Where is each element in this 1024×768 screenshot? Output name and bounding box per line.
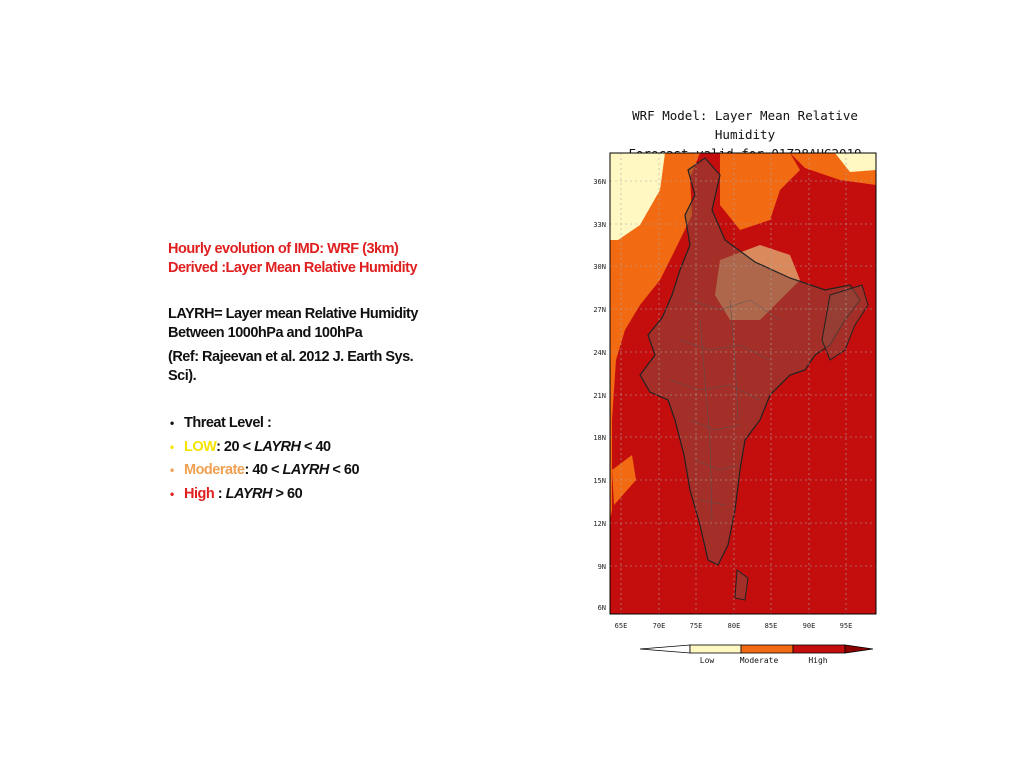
lat-label-27n: 27N <box>593 306 606 314</box>
moderate-range-b: < 60 <box>328 462 360 478</box>
lat-label-36n: 36N <box>593 178 606 186</box>
lat-label-30n: 30N <box>593 263 606 271</box>
threat-moderate-item: • Moderate: 40 < LAYRH < 60 <box>170 462 360 478</box>
lon-label-70e: 70E <box>653 622 666 630</box>
legend-high-swatch <box>792 644 846 654</box>
threat-title-item: • Threat Level : <box>170 415 272 431</box>
map-frame <box>609 152 877 615</box>
reference: (Ref: Rajeevan et al. 2012 J. Earth Sys.… <box>168 348 498 386</box>
lat-axis: 36N 33N 30N 27N 24N 21N 18N 15N 12N 9N 6… <box>593 178 606 612</box>
lat-label-15n: 15N <box>593 477 606 485</box>
legend-high-label: High <box>808 656 827 665</box>
lon-label-75e: 75E <box>690 622 703 630</box>
lat-label-9n: 9N <box>598 563 606 571</box>
threat-low-item: • LOW: 20 < LAYRH < 40 <box>170 438 331 455</box>
threat-high-item: • High : LAYRH > 60 <box>170 485 303 502</box>
description-panel: Hourly evolution of IMD: WRF (3km) Deriv… <box>168 240 498 506</box>
legend-max-arrow <box>844 644 874 654</box>
lon-label-85e: 85E <box>765 622 778 630</box>
moderate-label: Moderate <box>184 462 245 478</box>
moderate-zone-west <box>610 153 700 520</box>
heading-line-2: Derived :Layer Mean Relative Humidity <box>168 260 418 276</box>
low-range-b: < 40 <box>300 438 331 455</box>
lat-label-18n: 18N <box>593 434 606 442</box>
lat-label-21n: 21N <box>593 392 606 400</box>
low-zone-northwest <box>610 153 665 240</box>
legend-low-swatch <box>689 644 742 654</box>
lon-label-65e: 65E <box>615 622 628 630</box>
lon-axis: 65E 70E 75E 80E 85E 90E 95E <box>615 622 853 630</box>
map-title-line-1: WRF Model: Layer Mean Relative Humidity <box>632 108 858 142</box>
high-label: High <box>184 485 215 502</box>
definition: LAYRH= Layer mean Relative Humidity Betw… <box>168 305 498 343</box>
legend-min-arrow <box>639 644 691 654</box>
heading: Hourly evolution of IMD: WRF (3km) Deriv… <box>168 240 498 278</box>
lon-label-95e: 95E <box>840 622 853 630</box>
india-landmass <box>639 157 861 566</box>
northeast-india <box>821 284 869 361</box>
reference-line-2: Sci). <box>168 368 197 384</box>
lat-lon-grid <box>610 153 876 614</box>
lat-label-24n: 24N <box>593 349 606 357</box>
threat-level-list: • Threat Level : • LOW: 20 < LAYRH < 40 • M… <box>168 412 498 506</box>
high-range-a: : <box>214 485 226 502</box>
reference-line-1: (Ref: Rajeevan et al. 2012 J. Earth Sys. <box>168 349 414 365</box>
sri-lanka <box>734 569 749 601</box>
definition-line-1: LAYRH= Layer mean Relative Humidity <box>168 306 418 322</box>
low-label: LOW <box>184 438 217 455</box>
lat-label-33n: 33N <box>593 221 606 229</box>
lon-label-90e: 90E <box>803 622 816 630</box>
legend-moderate-swatch <box>740 644 794 654</box>
low-var: LAYRH <box>254 438 301 455</box>
lat-label-12n: 12N <box>593 520 606 528</box>
moderate-zone-arabian-sea <box>612 455 636 505</box>
color-legend: Low Moderate High <box>639 644 874 665</box>
heading-line-1: Hourly evolution of IMD: WRF (3km) <box>168 241 399 257</box>
legend-moderate-label: Moderate <box>740 656 779 665</box>
map-field <box>610 153 876 614</box>
moderate-var: LAYRH <box>282 462 329 478</box>
moderate-zone-north <box>720 153 800 230</box>
low-zone-northeast <box>835 153 876 172</box>
low-range-a: : 20 < <box>216 438 255 455</box>
lat-label-6n: 6N <box>598 604 606 612</box>
moderate-range-a: : 40 < <box>244 462 283 478</box>
definition-line-2: Between 1000hPa and 100hPa <box>168 325 363 341</box>
legend-low-label: Low <box>700 656 715 665</box>
lon-label-80e: 80E <box>728 622 741 630</box>
high-var: LAYRH <box>225 485 273 502</box>
threat-title: Threat Level : <box>184 415 272 431</box>
high-range-b: > 60 <box>271 485 303 502</box>
